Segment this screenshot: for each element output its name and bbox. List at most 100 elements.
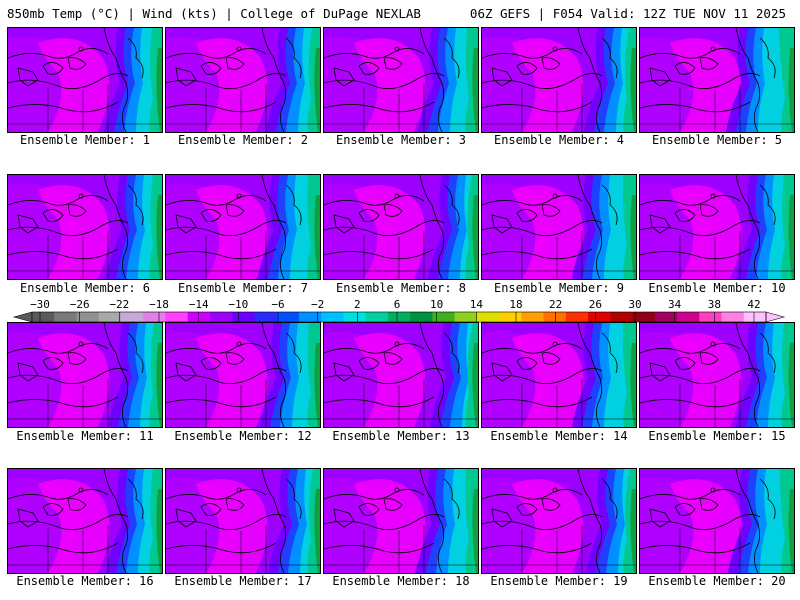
colorbar-tick-label: −14 <box>189 298 209 311</box>
colorbar-swatch <box>76 312 100 322</box>
member-panel <box>165 322 321 428</box>
temperature-map <box>166 175 320 279</box>
colorbar-tick-label: 14 <box>470 298 484 311</box>
member-panel <box>7 27 163 133</box>
colorbar-swatch <box>120 312 144 322</box>
member-label: Ensemble Member: 14 <box>490 429 628 443</box>
temperature-map <box>482 323 636 427</box>
colorbar-swatch <box>654 312 678 322</box>
colorbar-swatch <box>187 312 211 322</box>
colorbar-swatch <box>432 312 456 322</box>
member-panel <box>165 468 321 574</box>
colorbar-swatch <box>521 312 545 322</box>
member-panel <box>481 468 637 574</box>
colorbar-tick-label: −26 <box>70 298 90 311</box>
temperature-colorbar: −30 −26 −22 −18 −14 −10 −6 −2 2 6 10 14 18 22 26 30 34 38… <box>12 298 786 323</box>
member-label: Ensemble Member: 11 <box>16 429 154 443</box>
temperature-map <box>482 28 636 132</box>
member-label: Ensemble Member: 17 <box>174 574 312 588</box>
chart-title: 850mb Temp (°C) | Wind (kts) | College o… <box>7 6 421 21</box>
colorbar-swatch <box>543 312 567 322</box>
member-label: Ensemble Member: 2 <box>177 133 309 147</box>
member-label: Ensemble Member: 19 <box>490 574 628 588</box>
colorbar-tick-label: 26 <box>589 298 602 311</box>
colorbar-tick-label: −22 <box>109 298 129 311</box>
colorbar-tick-label: 10 <box>430 298 443 311</box>
colorbar-swatch <box>365 312 389 322</box>
member-panel <box>481 174 637 280</box>
colorbar-swatch <box>610 312 634 322</box>
colorbar-swatch <box>298 312 322 322</box>
temperature-map <box>8 28 162 132</box>
temperature-map <box>166 323 320 427</box>
temperature-map <box>640 175 794 279</box>
colorbar-swatch <box>499 312 522 322</box>
member-label: Ensemble Member: 15 <box>648 429 786 443</box>
temperature-map <box>324 323 478 427</box>
member-panel <box>165 27 321 133</box>
colorbar-tick-label: −6 <box>271 298 284 311</box>
colorbar-swatch <box>254 312 278 322</box>
colorbar-swatch <box>54 312 77 322</box>
colorbar-swatch <box>165 312 189 322</box>
valid-time: 06Z GEFS | F054 Valid: 12Z TUE NOV 11 20… <box>469 6 786 21</box>
temperature-map <box>166 469 320 573</box>
member-panel <box>323 174 479 280</box>
colorbar-tick-label: 34 <box>668 298 682 311</box>
colorbar-swatch <box>321 312 344 322</box>
temperature-map <box>8 175 162 279</box>
colorbar-tick-label: 2 <box>354 298 361 311</box>
member-label: Ensemble Member: 5 <box>651 133 783 147</box>
colorbar-tick-label: −2 <box>311 298 324 311</box>
colorbar-swatch <box>232 312 255 322</box>
colorbar-swatch <box>143 312 166 322</box>
temperature-map <box>166 28 320 132</box>
colorbar-swatch <box>721 312 745 322</box>
colorbar-tick-label: −18 <box>149 298 169 311</box>
colorbar-swatch <box>98 312 122 322</box>
member-panel <box>481 322 637 428</box>
member-label: Ensemble Member: 18 <box>332 574 470 588</box>
member-panel <box>323 322 479 428</box>
member-panel <box>7 322 163 428</box>
colorbar-arrow-right <box>765 311 786 323</box>
colorbar-swatch <box>343 312 367 322</box>
colorbar-swatch <box>32 312 55 322</box>
colorbar-outline <box>31 311 767 323</box>
colorbar-swatch <box>410 312 433 322</box>
member-panel <box>639 27 795 133</box>
colorbar-tick-label: 42 <box>747 298 760 311</box>
member-label: Ensemble Member: 13 <box>332 429 470 443</box>
member-label: Ensemble Member: 12 <box>174 429 312 443</box>
member-panel <box>7 174 163 280</box>
temperature-map <box>640 469 794 573</box>
colorbar-tick-label: 30 <box>628 298 641 311</box>
member-panel <box>323 468 479 574</box>
colorbar-swatch <box>565 312 589 322</box>
colorbar-arrow-left <box>12 311 33 323</box>
member-panel <box>481 27 637 133</box>
colorbar-tick-label: 22 <box>549 298 562 311</box>
member-label: Ensemble Member: 6 <box>19 281 151 295</box>
temperature-map <box>324 28 478 132</box>
colorbar-swatch <box>387 312 411 322</box>
member-label: Ensemble Member: 9 <box>493 281 625 295</box>
member-label: Ensemble Member: 16 <box>16 574 154 588</box>
temperature-map <box>640 323 794 427</box>
member-panel <box>639 468 795 574</box>
temperature-map <box>8 469 162 573</box>
colorbar-swatch <box>677 312 700 322</box>
colorbar-swatch <box>209 312 233 322</box>
colorbar-swatch <box>476 312 500 322</box>
member-label: Ensemble Member: 1 <box>19 133 151 147</box>
member-label: Ensemble Member: 3 <box>335 133 467 147</box>
member-panel <box>165 174 321 280</box>
colorbar-swatch <box>632 312 656 322</box>
colorbar-swatch <box>743 312 767 322</box>
colorbar-tick-label: 38 <box>708 298 721 311</box>
member-panel <box>7 468 163 574</box>
colorbar-tick-label: 18 <box>509 298 522 311</box>
member-panel <box>639 174 795 280</box>
member-label: Ensemble Member: 8 <box>335 281 467 295</box>
member-panel <box>639 322 795 428</box>
